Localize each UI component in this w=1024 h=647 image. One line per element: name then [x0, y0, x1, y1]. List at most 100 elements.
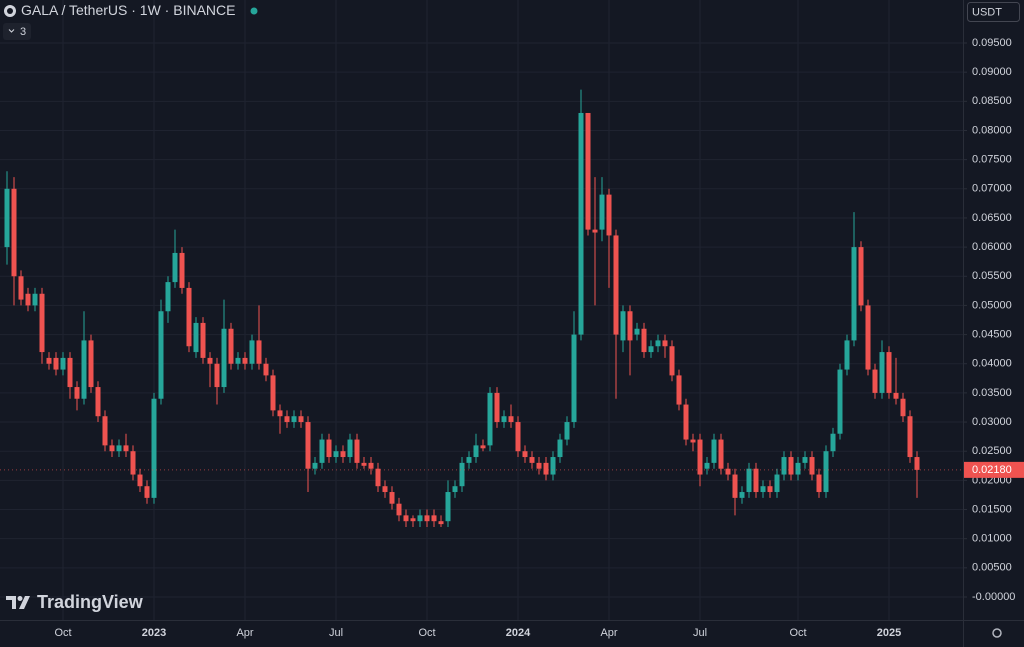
x-tick-label: Apr: [236, 627, 253, 639]
y-tick-label: 0.07000: [972, 183, 1012, 195]
candle-body: [627, 311, 633, 341]
candle-body: [256, 340, 262, 364]
candle-body: [809, 457, 815, 475]
candle-body: [487, 392, 493, 446]
candle-body: [340, 451, 346, 458]
candle-body: [522, 451, 528, 458]
candle-body: [158, 311, 164, 399]
candle-body: [207, 357, 213, 364]
candle-body: [697, 439, 703, 475]
candle-body: [312, 462, 318, 469]
candle-body: [599, 194, 605, 230]
candle-body: [263, 363, 269, 376]
currency-label: USDT: [972, 6, 1002, 18]
candle-body: [823, 451, 829, 493]
x-tick-label: 2024: [506, 627, 531, 639]
candle-body: [144, 486, 150, 498]
candle-body: [802, 457, 808, 463]
candle-body: [452, 486, 458, 493]
candle-body: [53, 357, 59, 370]
candle-body: [683, 404, 689, 440]
candle-body: [837, 369, 843, 434]
indicator-toggle[interactable]: [3, 23, 31, 40]
candle-body: [564, 422, 570, 440]
candle-body: [501, 416, 507, 423]
symbol-title[interactable]: GALA / TetherUS · 1W · BINANCE: [21, 2, 235, 18]
candle-body: [4, 188, 10, 248]
candle-body: [655, 340, 661, 347]
candle-body: [368, 462, 374, 469]
market-status[interactable]: [250, 7, 258, 15]
candle-body: [459, 462, 465, 487]
candle-body: [914, 457, 920, 470]
candle-body: [620, 311, 626, 341]
currency-button[interactable]: [967, 2, 1020, 22]
candle-body: [319, 439, 325, 463]
candles: [4, 89, 920, 528]
candle-body: [529, 457, 535, 463]
candle-body: [270, 375, 276, 411]
candle-body: [641, 328, 647, 353]
y-tick-label: 0.00500: [972, 562, 1012, 574]
candle-body: [774, 474, 780, 493]
x-tick-label: 2025: [877, 627, 901, 639]
candle-body: [354, 439, 360, 463]
candle-body: [417, 515, 423, 522]
candle-body: [711, 439, 717, 463]
y-tick-label: 0.04500: [972, 328, 1012, 340]
candle-body: [249, 340, 255, 364]
candle-body: [725, 468, 731, 475]
indicator-count: 3: [20, 26, 26, 38]
candle-body: [438, 521, 444, 525]
candle-body: [214, 363, 220, 388]
candle-body: [515, 422, 521, 452]
candle-body: [557, 439, 563, 458]
candle-body: [480, 445, 486, 449]
watermark: TradingView: [37, 592, 144, 612]
candle-body: [592, 229, 598, 233]
last-price-tag: [964, 461, 1024, 478]
candle-body: [732, 474, 738, 498]
candle-body: [410, 518, 416, 522]
candle-body: [536, 462, 542, 469]
candle-body: [900, 398, 906, 417]
candle-body: [11, 188, 17, 277]
y-tick-label: 0.04000: [972, 358, 1012, 370]
candle-body: [424, 515, 430, 522]
candle-body: [767, 486, 773, 493]
candle-body: [550, 457, 556, 475]
candle-body: [186, 287, 192, 347]
candle-body: [228, 328, 234, 364]
y-tick-label: 0.08500: [972, 95, 1012, 107]
candle-body: [25, 293, 31, 306]
x-tick-label: Apr: [600, 627, 617, 639]
candle-body: [305, 422, 311, 469]
candle-body: [67, 357, 73, 388]
candle-body: [746, 468, 752, 493]
candle-body: [851, 247, 857, 341]
candle-body: [172, 252, 178, 283]
candle-body: [60, 357, 66, 370]
candle-body: [200, 322, 206, 358]
y-tick-label: 0.06000: [972, 241, 1012, 253]
y-tick-label: 0.09000: [972, 66, 1012, 78]
candle-body: [508, 416, 514, 423]
candle-body: [298, 416, 304, 423]
candle-body: [494, 392, 500, 423]
settings-button[interactable]: [992, 628, 1002, 638]
candle-body: [445, 492, 451, 522]
candle-body: [872, 369, 878, 393]
candle-body: [865, 305, 871, 370]
candle-body: [221, 328, 227, 388]
candle-body: [613, 235, 619, 335]
candle-body: [403, 515, 409, 522]
candle-body: [858, 247, 864, 306]
candle-body: [18, 276, 24, 300]
y-tick-label: 0.05500: [972, 270, 1012, 282]
candle-body: [375, 468, 381, 487]
candle-body: [102, 416, 108, 446]
y-tick-label: 0.01500: [972, 503, 1012, 515]
y-tick-label: 0.08000: [972, 124, 1012, 136]
candle-body: [361, 462, 367, 466]
